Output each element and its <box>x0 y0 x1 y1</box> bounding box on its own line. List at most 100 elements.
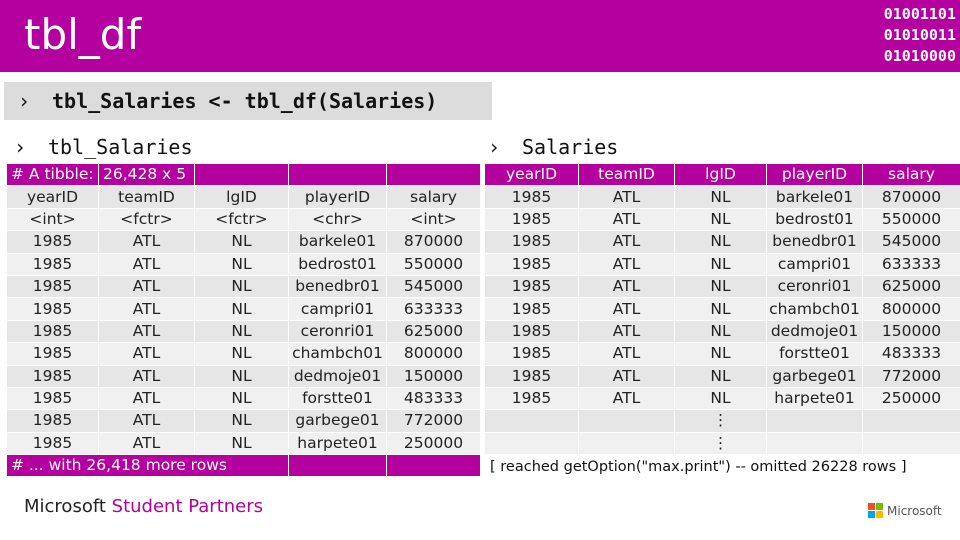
table-cell: 1985 <box>6 230 99 254</box>
tibble-footer-text: # ... with 26,418 more rows <box>6 454 289 478</box>
table-header-row: yearID teamID lgID playerID salary <box>6 185 481 209</box>
table-cell: 250000 <box>386 431 481 456</box>
binary-line: 01010011 <box>883 26 956 44</box>
table-cell: ATL <box>98 274 195 299</box>
left-section-label: › tbl_Salaries <box>14 135 193 159</box>
table-row: 1985 ATL NL ceronri01 625000 <box>484 274 960 299</box>
chevron-right-icon: › <box>18 89 31 113</box>
table-cell: NL <box>194 319 289 344</box>
table-cell: 1985 <box>6 431 99 456</box>
table-cell: garbege01 <box>288 409 387 433</box>
column-header: lgID <box>674 162 767 187</box>
table-cell: 800000 <box>386 342 481 366</box>
binary-line: 01001101 <box>883 5 956 23</box>
table-cell: garbege01 <box>766 364 863 388</box>
table-cell: 1985 <box>484 185 579 209</box>
table-cell: ATL <box>98 431 195 456</box>
table-cell: bedrost01 <box>766 207 863 232</box>
tibble-footer-row: # ... with 26,418 more rows <box>6 454 481 478</box>
dataframe-table: yearID teamID lgID playerID salary 1985 A… <box>484 162 960 456</box>
table-row: 1985 ATL NL garbege01 772000 <box>484 364 960 388</box>
chevron-right-icon: › <box>488 135 501 159</box>
table-cell: ATL <box>98 297 195 321</box>
table-cell: ATL <box>98 319 195 344</box>
table-row: 1985 ATL NL chambch01 800000 <box>6 342 481 366</box>
table-cell: 1985 <box>6 252 99 276</box>
logo-square <box>868 503 875 510</box>
table-cell: 1985 <box>6 342 99 366</box>
table-cell: 1985 <box>6 409 99 433</box>
table-row: 1985 ATL NL dedmoje01 150000 <box>6 364 481 388</box>
table-cell: 1985 <box>6 386 99 411</box>
column-header: yearID <box>6 185 99 209</box>
binary-line: 01010000 <box>883 47 956 65</box>
column-header: salary <box>862 162 960 187</box>
table-cell: 550000 <box>386 252 481 276</box>
right-label-text: Salaries <box>522 135 619 159</box>
table-cell: 150000 <box>386 364 481 388</box>
table-cell: 1985 <box>484 207 579 232</box>
table-cell: 483333 <box>386 386 481 411</box>
table-cell: NL <box>674 274 767 299</box>
table-row: 1985 ATL NL bedrost01 550000 <box>6 252 481 276</box>
column-header: playerID <box>288 185 387 209</box>
table-cell: benedbr01 <box>288 274 387 299</box>
table-cell: NL <box>674 386 767 411</box>
table-cell: 772000 <box>862 364 960 388</box>
column-types-row: <int> <fctr> <fctr> <chr> <int> <box>6 207 481 232</box>
table-cell: ceronri01 <box>766 274 863 299</box>
table-cell: ATL <box>98 364 195 388</box>
table-cell: 1985 <box>6 364 99 388</box>
table-cell: ATL <box>98 342 195 366</box>
table-row: 1985 ATL NL dedmoje01 150000 <box>484 319 960 344</box>
table-cell: 1985 <box>6 297 99 321</box>
table-cell: NL <box>194 409 289 433</box>
caption-cell: # A tibble: <box>6 162 99 187</box>
table-cell: NL <box>674 230 767 254</box>
table-cell: dedmoje01 <box>766 319 863 344</box>
table-cell: 1985 <box>484 364 579 388</box>
table-row: 1985 ATL NL campri01 633333 <box>484 252 960 276</box>
table-cell: ATL <box>578 342 675 366</box>
table-cell: forstte01 <box>288 386 387 411</box>
table-cell: 1985 <box>484 319 579 344</box>
table-cell: bedrost01 <box>288 252 387 276</box>
table-cell: ATL <box>578 230 675 254</box>
table-cell: campri01 <box>766 252 863 276</box>
table-cell: forstte01 <box>766 342 863 366</box>
table-cell: barkele01 <box>766 185 863 209</box>
windows-logo-icon <box>868 503 883 518</box>
microsoft-logo: Microsoft <box>868 503 942 518</box>
table-cell: NL <box>194 230 289 254</box>
table-cell: chambch01 <box>766 297 863 321</box>
table-row: 1985 ATL NL forstte01 483333 <box>6 386 481 411</box>
vertical-ellipsis-icon: ⋮ <box>674 431 767 456</box>
logo-square <box>876 511 883 518</box>
microsoft-logo-text: Microsoft <box>887 503 942 518</box>
table-cell: ceronri01 <box>288 319 387 344</box>
table-row: 1985 ATL NL campri01 633333 <box>6 297 481 321</box>
brand-logo-text: Microsoft Student Partners <box>24 496 263 517</box>
table-cell: 1985 <box>484 342 579 366</box>
table-cell: 545000 <box>862 230 960 254</box>
table-row: 1985 ATL NL garbege01 772000 <box>6 409 481 433</box>
vertical-ellipsis-icon: ⋮ <box>674 409 767 433</box>
slide-header: tbl_df 01001101 01010011 01010000 <box>0 0 960 72</box>
table-cell: NL <box>194 431 289 456</box>
table-cell: chambch01 <box>288 342 387 366</box>
table-cell: NL <box>674 207 767 232</box>
table-cell: NL <box>194 274 289 299</box>
table-cell: harpete01 <box>766 386 863 411</box>
right-section-label: › Salaries <box>488 135 618 159</box>
table-cell: ATL <box>578 274 675 299</box>
table-cell: NL <box>194 252 289 276</box>
tibble-table: # A tibble: 26,428 x 5 yearID teamID lgI… <box>6 162 481 478</box>
logo-square <box>876 503 883 510</box>
table-row: 1985 ATL NL chambch01 800000 <box>484 297 960 321</box>
table-row: 1985 ATL NL bedrost01 550000 <box>484 207 960 232</box>
table-row: 1985 ATL NL harpete01 250000 <box>6 431 481 456</box>
code-command-text: tbl_Salaries <- tbl_df(Salaries) <box>52 89 438 113</box>
table-cell: NL <box>674 319 767 344</box>
table-cell: ATL <box>578 319 675 344</box>
table-cell: 1985 <box>6 274 99 299</box>
